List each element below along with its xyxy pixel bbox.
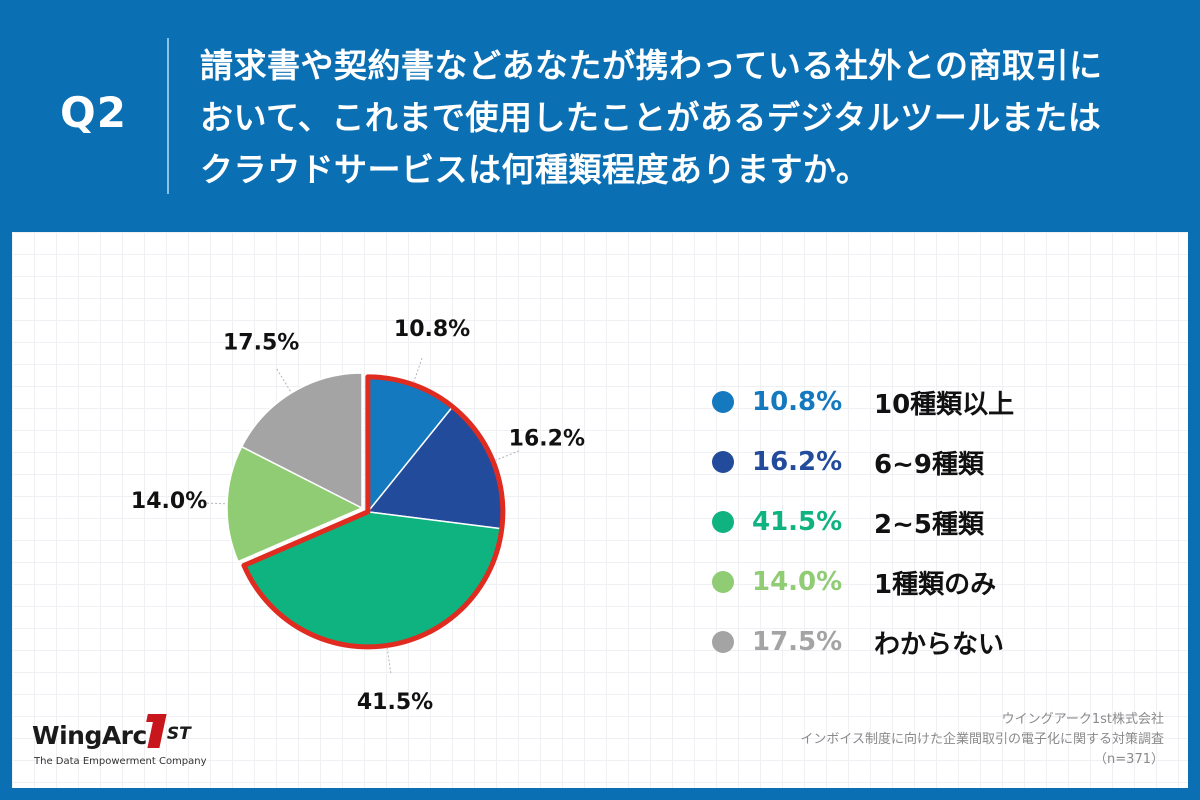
legend-label: 2~5種類 [874, 509, 984, 540]
header-divider [167, 38, 169, 194]
leader-line [386, 647, 392, 676]
data-label: 16.2% [509, 427, 585, 452]
legend-percent: 10.8% [752, 387, 843, 417]
leader-line [494, 449, 522, 462]
logo-tagline: The Data Empowerment Company [34, 756, 207, 767]
question-text: 請求書や契約書などあなたが携わっている社外との商取引に おいて、これまで使用した… [200, 40, 1160, 196]
legend-swatch [712, 451, 734, 473]
highlight-outline [241, 374, 506, 650]
legend-label: 1種類のみ [874, 569, 997, 600]
legend-item-2-5: 41.5% 2~5種類 [712, 492, 1014, 552]
logo-1st-mark: ST [145, 714, 201, 752]
legend-item-1-only: 14.0% 1種類のみ [712, 552, 1014, 612]
legend-item-unknown: 17.5% わからない [712, 612, 1014, 672]
data-label: 14.0% [131, 489, 207, 514]
legend-percent: 41.5% [752, 507, 843, 537]
pie-slice-4 [226, 445, 364, 563]
pie-slice-5 [240, 372, 363, 510]
legend-swatch [712, 571, 734, 593]
chart-panel: 10.8% 16.2% 41.5% 14.0% 17.5% 10.8% 10種類以上 1… [12, 232, 1188, 788]
chart-legend: 10.8% 10種類以上 16.2% 6~9種類 41.5% 2~5種類 14.… [712, 372, 1014, 672]
legend-percent: 17.5% [752, 627, 843, 657]
pie-chart: 10.8% 16.2% 41.5% 14.0% 17.5% [131, 317, 585, 715]
legend-percent: 16.2% [752, 447, 843, 477]
question-line: クラウドサービスは何種類程度ありますか。 [200, 150, 870, 189]
company-logo: WingArc ST The Data Empowerment Company [32, 714, 207, 767]
legend-label: わからない [874, 629, 1005, 660]
legend-swatch [712, 631, 734, 653]
data-label: 17.5% [223, 330, 299, 355]
legend-item-6-9: 16.2% 6~9種類 [712, 432, 1014, 492]
question-header: Q2 請求書や契約書などあなたが携わっている社外との商取引に おいて、これまで使… [0, 0, 1200, 232]
leader-line [197, 502, 226, 505]
legend-label: 10種類以上 [874, 389, 1015, 420]
leader-line [275, 367, 291, 392]
logo-suffix: ST [166, 724, 191, 744]
source-survey: インボイス制度に向けた企業間取引の電子化に関する対策調査 [800, 732, 1164, 747]
legend-swatch [712, 391, 734, 413]
question-line: 請求書や契約書などあなたが携わっている社外との商取引に [200, 46, 1103, 85]
source-note: ウイングアーク1st株式会社 インボイス制度に向けた企業間取引の電子化に関する対… [800, 710, 1164, 770]
source-company: ウイングアーク1st株式会社 [1001, 712, 1164, 727]
legend-item-10-plus: 10.8% 10種類以上 [712, 372, 1014, 432]
logo-wordmark: WingArc [32, 720, 147, 750]
data-label: 10.8% [394, 317, 470, 342]
legend-percent: 14.0% [752, 567, 843, 597]
legend-label: 6~9種類 [874, 449, 984, 480]
legend-swatch [712, 511, 734, 533]
question-number: Q2 [60, 88, 127, 137]
leader-line [412, 356, 424, 383]
source-sample-size: （n=371） [1094, 752, 1164, 767]
question-line: おいて、これまで使用したことがあるデジタルツールまたは [200, 98, 1102, 137]
data-label: 41.5% [357, 690, 433, 715]
